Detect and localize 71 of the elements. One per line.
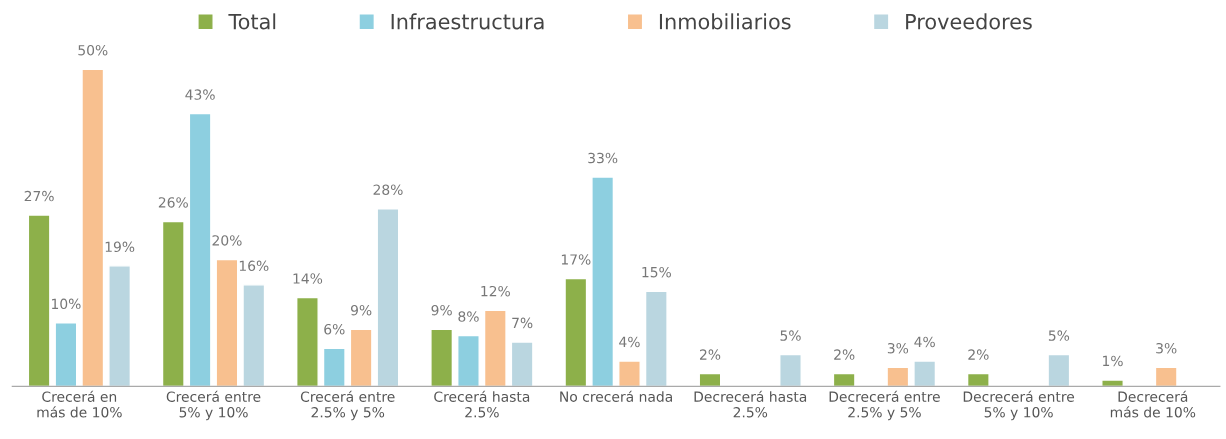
bar xyxy=(1101,379,1124,387)
data-label: 5% xyxy=(780,330,801,341)
x-tick-label: Crecerá hasta 2.5% xyxy=(434,390,530,418)
data-label: 27% xyxy=(24,190,54,202)
data-label: 28% xyxy=(373,184,403,195)
bar xyxy=(161,220,185,387)
data-label: 43% xyxy=(185,89,215,100)
data-label: 17% xyxy=(561,254,591,265)
data-label: 12% xyxy=(481,285,510,297)
legend-label: Proveedores xyxy=(906,13,1032,30)
data-label: 20% xyxy=(212,235,242,246)
bar xyxy=(27,214,51,387)
data-label: 5% xyxy=(1048,330,1070,341)
x-tick-label: Decrecerá hasta 2.5% xyxy=(694,390,807,418)
bar xyxy=(832,372,856,387)
bar xyxy=(215,258,239,387)
bar xyxy=(188,112,212,387)
bar xyxy=(457,334,480,387)
data-label: 6% xyxy=(324,323,345,335)
bar xyxy=(886,366,910,387)
bar xyxy=(779,353,802,387)
data-label: 15% xyxy=(642,266,671,278)
data-label: 19% xyxy=(105,241,135,253)
bar xyxy=(430,328,454,387)
bar xyxy=(966,372,990,387)
data-label: 9% xyxy=(431,304,452,316)
bar xyxy=(618,360,641,387)
data-label: 10% xyxy=(52,298,81,310)
data-label: 50% xyxy=(78,44,108,56)
bar xyxy=(54,322,78,387)
bar xyxy=(349,328,373,387)
data-label: 8% xyxy=(458,311,479,322)
bar xyxy=(913,360,937,387)
x-tick-label: Decrecerá más de 10% xyxy=(1110,390,1196,418)
bar xyxy=(564,277,588,387)
x-tick-label: No crecerá nada xyxy=(560,390,672,402)
bar xyxy=(1047,353,1071,387)
data-label: 9% xyxy=(350,304,372,316)
bar xyxy=(591,176,615,387)
bar xyxy=(483,309,507,387)
data-label: 4% xyxy=(619,336,640,348)
x-tick-label: Crecerá en más de 10% xyxy=(37,390,122,418)
legend-label: Inmobiliarios xyxy=(659,13,791,30)
data-label: 33% xyxy=(588,152,618,164)
data-label: 3% xyxy=(887,342,909,354)
data-label: 7% xyxy=(512,317,533,329)
x-tick-label: Decrecerá entre 2.5% y 5% xyxy=(829,390,940,421)
x-tick-label: Crecerá entre 5% y 10% xyxy=(166,390,261,421)
data-label: 26% xyxy=(158,197,188,208)
legend-label: Infraestructura xyxy=(391,13,544,30)
data-label: 2% xyxy=(699,349,721,360)
bar xyxy=(242,284,266,387)
data-label: 16% xyxy=(239,260,269,272)
bar xyxy=(698,372,722,387)
bar xyxy=(1154,366,1178,387)
data-label: 14% xyxy=(293,273,323,284)
data-label: 2% xyxy=(968,349,989,360)
x-tick-label: Decrecerá entre 5% y 10% xyxy=(963,390,1075,421)
legend-label: Total xyxy=(228,13,276,30)
data-label: 1% xyxy=(1103,355,1123,367)
data-label: 4% xyxy=(914,336,935,348)
bar xyxy=(376,208,400,387)
bar xyxy=(644,290,668,387)
data-label: 2% xyxy=(834,349,855,360)
x-tick-label: Crecerá entre 2.5% y 5% xyxy=(300,390,395,421)
bar xyxy=(510,341,534,387)
bar xyxy=(322,347,346,387)
bar xyxy=(108,265,132,387)
bar xyxy=(296,296,319,387)
bar xyxy=(81,68,105,387)
data-label: 3% xyxy=(1156,342,1177,354)
